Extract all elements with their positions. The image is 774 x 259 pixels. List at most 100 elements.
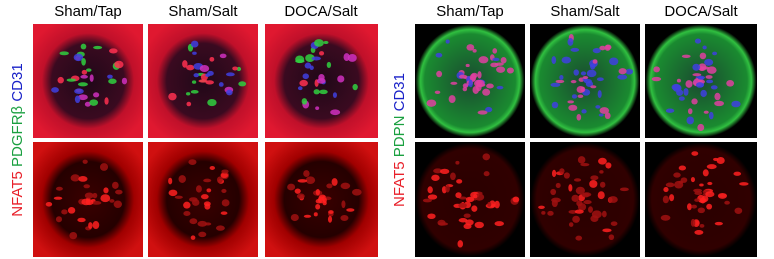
cell (168, 177, 173, 185)
cell (69, 231, 78, 240)
cell (575, 235, 583, 241)
cell (439, 168, 450, 175)
cell (70, 174, 80, 182)
cell (573, 69, 579, 76)
cell (456, 179, 463, 184)
cell (550, 82, 561, 87)
cell (103, 187, 109, 194)
cell (581, 192, 590, 198)
cell (697, 207, 705, 214)
stain-label: NFAT5 PDPN CD31 (391, 73, 408, 207)
cell (486, 83, 494, 89)
cell (427, 194, 438, 200)
cell (295, 59, 305, 64)
cell (206, 188, 212, 193)
cell (703, 110, 709, 114)
cell (663, 187, 669, 193)
micrograph (415, 142, 525, 257)
cell (482, 153, 491, 161)
cell (297, 86, 303, 91)
cell (707, 181, 713, 186)
cell (183, 201, 191, 209)
cell (193, 73, 200, 78)
cell (618, 68, 627, 75)
cell (346, 208, 355, 212)
cell (476, 79, 485, 88)
cell (605, 162, 612, 169)
cell (599, 45, 606, 51)
cell (596, 77, 604, 82)
cell (192, 51, 197, 55)
cell (691, 151, 699, 156)
cell (726, 79, 735, 87)
cell (78, 175, 88, 182)
cell (297, 179, 308, 183)
cell (465, 219, 474, 226)
cell (694, 191, 703, 195)
cell (93, 45, 103, 50)
cell (55, 186, 63, 191)
micrograph (265, 24, 378, 138)
cell (468, 79, 473, 88)
cell (547, 210, 554, 216)
cell (496, 66, 506, 73)
cell (706, 79, 714, 84)
cell (330, 109, 341, 116)
column-header: Sham/Tap (436, 3, 504, 20)
cell (343, 53, 350, 62)
cell (608, 234, 615, 241)
cell (473, 194, 478, 199)
cell (168, 92, 177, 101)
cell (178, 175, 186, 183)
cell (232, 66, 238, 71)
cell (189, 218, 198, 225)
cell (341, 200, 346, 209)
cell (186, 64, 195, 71)
cell (465, 196, 475, 203)
cell (303, 214, 312, 218)
cell (327, 215, 333, 223)
cell (323, 40, 329, 45)
cell (82, 159, 88, 164)
cell (700, 89, 707, 98)
micrograph (530, 24, 640, 138)
cell (477, 71, 482, 79)
cell (551, 199, 558, 208)
cell (55, 216, 63, 223)
cell (182, 60, 188, 68)
cell (57, 76, 64, 84)
cell (691, 98, 698, 105)
cell (347, 54, 357, 62)
cell (602, 228, 612, 233)
cell (319, 51, 325, 56)
cell (568, 184, 573, 192)
cell (567, 100, 575, 104)
cell (683, 88, 689, 96)
cell (653, 66, 660, 73)
cell (478, 56, 489, 64)
cell (694, 229, 704, 235)
cell (220, 172, 229, 179)
cell (458, 74, 468, 79)
cell (100, 194, 111, 203)
cell (431, 174, 440, 181)
cell (734, 207, 743, 214)
cell (209, 166, 215, 171)
cell (583, 200, 592, 205)
cell (702, 169, 709, 177)
cell (551, 101, 559, 109)
cell (604, 44, 611, 51)
micrograph (645, 142, 757, 257)
cell (599, 170, 604, 174)
cell (205, 80, 214, 85)
cell (114, 60, 124, 69)
cell (45, 201, 53, 207)
cell (303, 170, 310, 178)
cell (78, 94, 88, 101)
cell (673, 172, 681, 178)
cell (690, 218, 696, 227)
cell (710, 85, 718, 90)
cell (590, 85, 597, 89)
cell (435, 52, 443, 58)
